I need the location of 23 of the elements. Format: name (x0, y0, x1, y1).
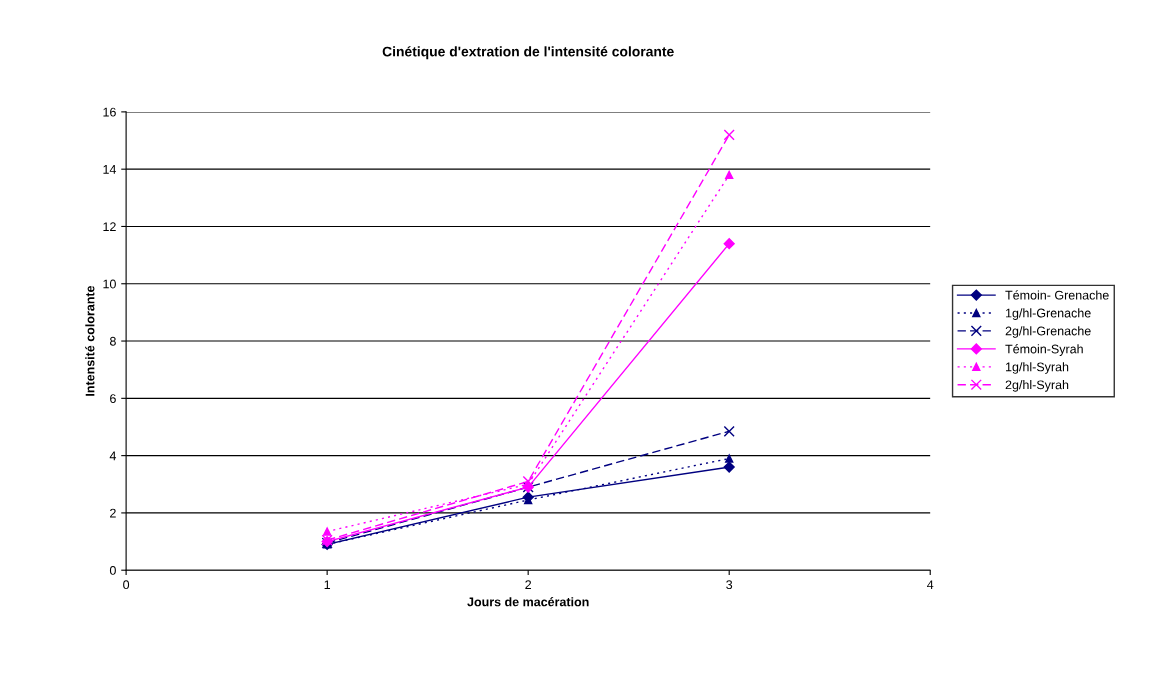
legend-label: 1g/hl-Grenache (1006, 308, 1091, 320)
y-tick-label: 8 (109, 336, 116, 346)
x-tick-label: 3 (726, 580, 733, 590)
y-tick-label: 14 (103, 165, 117, 174)
legend-label: Témoin- Grenache (1005, 290, 1109, 300)
y-tick-label: 16 (103, 107, 116, 117)
legend-label: Témoin-Syrah (1005, 344, 1083, 356)
x-tick-label: 4 (927, 580, 934, 589)
y-tick-label: 0 (109, 566, 116, 575)
y-tick-label: 10 (103, 279, 116, 289)
y-axis-title: Intensité colorante (85, 285, 95, 396)
legend-label: 1g/hl-Syrah (1006, 362, 1069, 374)
chart-title: Cinétique d'extration de l'intensité colorante (382, 46, 674, 60)
x-tick-label: 2 (525, 580, 532, 589)
y-tick-label: 4 (109, 451, 117, 461)
legend-label: 2g/hl-Syrah (1005, 380, 1069, 392)
x-tick-label: 1 (324, 580, 331, 589)
y-tick-label: 6 (110, 394, 116, 403)
y-tick-label: 2 (110, 508, 116, 518)
x-axis-title: Jours de macération (467, 597, 589, 607)
y-tick-label: 12 (103, 222, 116, 231)
x-tick-label: 0 (123, 580, 130, 590)
legend-label: 2g/hl-Grenache (1005, 326, 1091, 338)
